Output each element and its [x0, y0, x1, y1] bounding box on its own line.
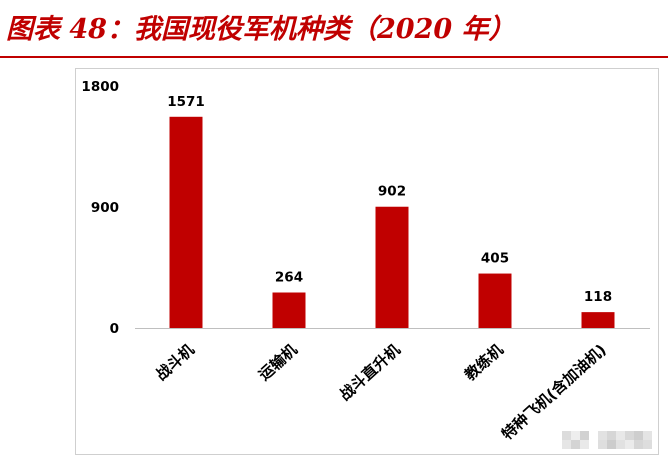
chart-frame	[75, 68, 659, 455]
bar	[375, 206, 409, 328]
value-label: 902	[378, 184, 406, 200]
value-labels: 1571 264 902 405 118	[167, 94, 612, 305]
category-label: 教练机	[460, 341, 506, 385]
bars	[169, 116, 615, 328]
bar	[478, 273, 512, 328]
category-label: 战斗直升机	[336, 341, 404, 405]
y-tick-label: 0	[110, 321, 119, 337]
bar	[272, 292, 306, 328]
title-rule	[0, 56, 668, 58]
value-label: 118	[584, 289, 612, 305]
mosaic-watermark	[562, 431, 652, 449]
value-label: 405	[481, 251, 509, 267]
category-label: 战斗机	[152, 341, 197, 384]
y-tick-label: 900	[91, 200, 119, 216]
value-label: 264	[275, 270, 303, 286]
y-tick-label: 1800	[81, 79, 119, 95]
bar	[169, 116, 203, 328]
category-label: 运输机	[255, 341, 300, 384]
value-label: 1571	[167, 94, 205, 110]
category-label: 特种飞机(含加油机)	[498, 341, 609, 444]
y-tick-labels: 0 900 1800	[81, 79, 119, 337]
figure-title: 图表 48：我国现役军机种类（2020 年）	[6, 14, 516, 45]
bar	[581, 312, 615, 328]
